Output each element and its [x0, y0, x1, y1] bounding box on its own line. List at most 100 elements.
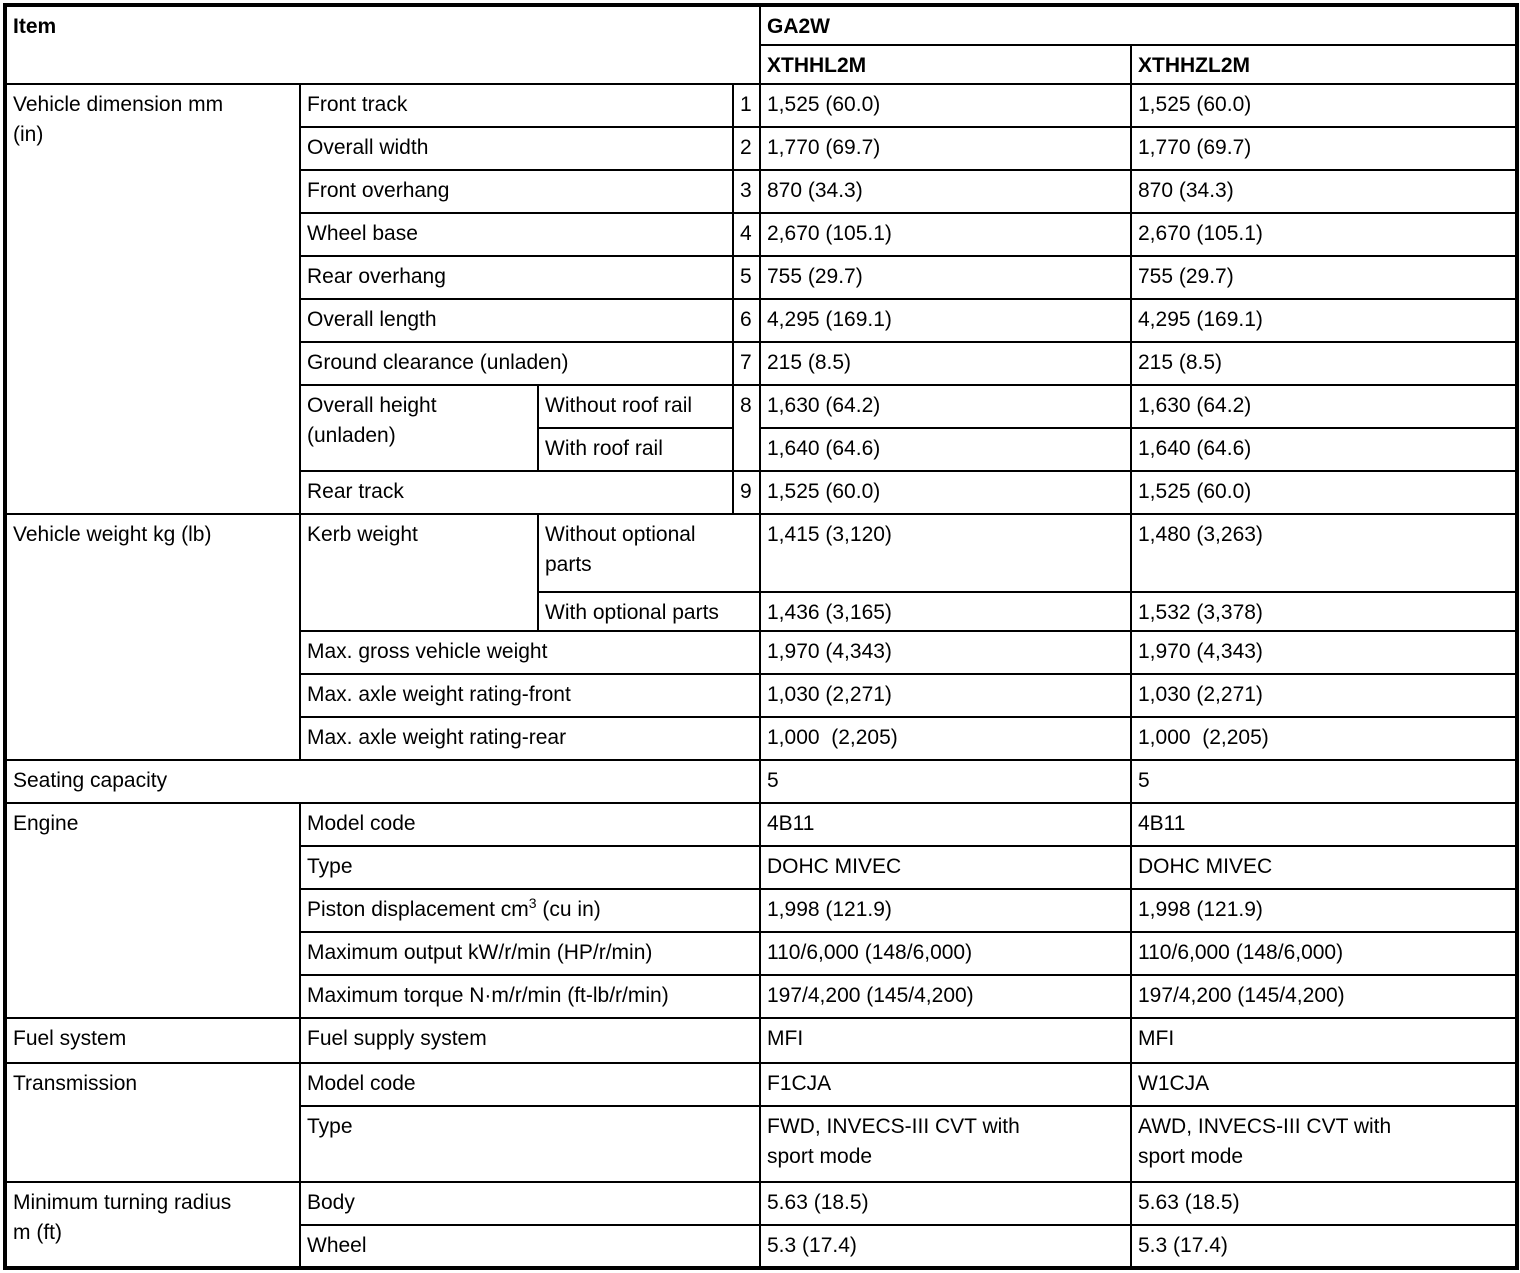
section-turning-radius: Minimum turning radius m (ft) [4, 1181, 301, 1269]
value-xthhl2m: 2,670 (105.1) [759, 212, 1132, 257]
value-xthhzl2m: 197/4,200 (145/4,200) [1130, 974, 1518, 1019]
section-engine: Engine [4, 802, 301, 1019]
row-label-front-overhang: Front overhang [299, 169, 734, 214]
row-number: 6 [732, 298, 761, 343]
row-label-ground-clearance: Ground clearance (unladen) [299, 341, 734, 386]
value-xthhl2m: 1,998 (121.9) [759, 888, 1132, 933]
value-line: AWD, INVECS-III CVT with [1138, 1115, 1392, 1138]
value-xthhzl2m: 1,030 (2,271) [1130, 673, 1518, 718]
section-vehicle-weight: Vehicle weight kg (lb) [4, 513, 301, 761]
row-label-with-roof-rail: With roof rail [537, 427, 734, 472]
value-xthhzl2m: 1,480 (3,263) [1130, 513, 1518, 593]
value-xthhzl2m: DOHC MIVEC [1130, 845, 1518, 890]
row-number: 4 [732, 212, 761, 257]
row-number: 5 [732, 255, 761, 300]
value-xthhzl2m: MFI [1130, 1017, 1518, 1064]
value-xthhl2m: F1CJA [759, 1062, 1132, 1107]
row-label-transmission-model-code: Model code [299, 1062, 761, 1107]
value-line: FWD, INVECS-III CVT with [767, 1115, 1020, 1138]
section-label-line: Vehicle dimension mm [13, 93, 224, 116]
value-xthhzl2m: 1,532 (3,378) [1130, 591, 1518, 632]
value-xthhzl2m: 215 (8.5) [1130, 341, 1518, 386]
variant-header-xthhzl2m: XTHHZL2M [1130, 44, 1518, 85]
value-xthhl2m: 870 (34.3) [759, 169, 1132, 214]
value-xthhl2m: 1,525 (60.0) [759, 83, 1132, 128]
value-xthhl2m: FWD, INVECS-III CVT with sport mode [759, 1105, 1132, 1183]
value-xthhzl2m: 1,970 (4,343) [1130, 630, 1518, 675]
row-label-front-track: Front track [299, 83, 734, 128]
row-number: 9 [732, 470, 761, 515]
row-label-rear-track: Rear track [299, 470, 734, 515]
section-fuel-system: Fuel system [4, 1017, 301, 1064]
value-xthhzl2m: 1,525 (60.0) [1130, 83, 1518, 128]
row-label-engine-model-code: Model code [299, 802, 761, 847]
superscript-3: 3 [528, 895, 537, 911]
row-label-overall-length: Overall length [299, 298, 734, 343]
value-xthhl2m: 215 (8.5) [759, 341, 1132, 386]
value-xthhl2m: 1,000 (2,205) [759, 716, 1132, 761]
row-label-line: parts [545, 553, 592, 576]
row-number: 3 [732, 169, 761, 214]
row-label-line: Overall height [307, 394, 437, 417]
item-header: Item [4, 4, 761, 85]
row-label-engine-type: Type [299, 845, 761, 890]
value-xthhzl2m: 2,670 (105.1) [1130, 212, 1518, 257]
row-label-max-gross-vehicle-weight: Max. gross vehicle weight [299, 630, 761, 675]
row-label-with-optional-parts: With optional parts [537, 591, 761, 632]
value-xthhzl2m: 5.3 (17.4) [1130, 1224, 1518, 1269]
section-vehicle-dimension: Vehicle dimension mm (in) [4, 83, 301, 515]
value-xthhl2m: MFI [759, 1017, 1132, 1064]
row-label-without-roof-rail: Without roof rail [537, 384, 734, 429]
value-xthhzl2m: 870 (34.3) [1130, 169, 1518, 214]
row-label-turning-body: Body [299, 1181, 761, 1226]
value-xthhl2m: 1,640 (64.6) [759, 427, 1132, 472]
value-xthhl2m: 197/4,200 (145/4,200) [759, 974, 1132, 1019]
value-xthhzl2m: 5 [1130, 759, 1518, 804]
value-xthhl2m: 110/6,000 (148/6,000) [759, 931, 1132, 976]
value-xthhl2m: 5.3 (17.4) [759, 1224, 1132, 1269]
row-number: 2 [732, 126, 761, 171]
row-label-maximum-torque: Maximum torque N·m/r/min (ft-lb/r/min) [299, 974, 761, 1019]
row-label-part: Piston displacement cm [307, 898, 529, 921]
value-xthhl2m: 1,770 (69.7) [759, 126, 1132, 171]
value-line: sport mode [1138, 1145, 1244, 1168]
value-xthhl2m: 5.63 (18.5) [759, 1181, 1132, 1226]
value-xthhl2m: 1,970 (4,343) [759, 630, 1132, 675]
value-xthhl2m: 1,030 (2,271) [759, 673, 1132, 718]
value-xthhl2m: 5 [759, 759, 1132, 804]
section-label-line: (in) [13, 123, 44, 146]
row-number: 1 [732, 83, 761, 128]
row-label-fuel-supply-system: Fuel supply system [299, 1017, 761, 1064]
value-xthhl2m: 755 (29.7) [759, 255, 1132, 300]
model-group-header: GA2W [759, 4, 1518, 46]
value-xthhzl2m: 5.63 (18.5) [1130, 1181, 1518, 1226]
value-xthhl2m: DOHC MIVEC [759, 845, 1132, 890]
value-xthhzl2m: 1,630 (64.2) [1130, 384, 1518, 429]
row-label-line: Without optional [545, 523, 696, 546]
row-label-max-axle-weight-rear: Max. axle weight rating-rear [299, 716, 761, 761]
value-xthhl2m: 4B11 [759, 802, 1132, 847]
row-label-maximum-output: Maximum output kW/r/min (HP/r/min) [299, 931, 761, 976]
row-label-without-optional-parts: Without optional parts [537, 513, 761, 593]
value-xthhzl2m: 4B11 [1130, 802, 1518, 847]
row-number: 8 [732, 384, 761, 472]
section-seating-capacity: Seating capacity [4, 759, 761, 804]
value-xthhl2m: 1,415 (3,120) [759, 513, 1132, 593]
value-xthhzl2m: AWD, INVECS-III CVT with sport mode [1130, 1105, 1518, 1183]
row-label-kerb-weight: Kerb weight [299, 513, 539, 632]
section-label-line: m (ft) [13, 1221, 62, 1244]
value-xthhl2m: 4,295 (169.1) [759, 298, 1132, 343]
row-label-overall-width: Overall width [299, 126, 734, 171]
row-label-line: (unladen) [307, 424, 396, 447]
row-label-piston-displacement: Piston displacement cm3 (cu in) [299, 888, 761, 933]
value-xthhzl2m: W1CJA [1130, 1062, 1518, 1107]
section-label-line: Minimum turning radius [13, 1191, 232, 1214]
value-line: sport mode [767, 1145, 873, 1168]
row-label-wheel-base: Wheel base [299, 212, 734, 257]
value-xthhzl2m: 1,770 (69.7) [1130, 126, 1518, 171]
row-label-overall-height: Overall height (unladen) [299, 384, 539, 472]
variant-header-xthhl2m: XTHHL2M [759, 44, 1132, 85]
value-xthhzl2m: 755 (29.7) [1130, 255, 1518, 300]
value-xthhzl2m: 4,295 (169.1) [1130, 298, 1518, 343]
row-label-turning-wheel: Wheel [299, 1224, 761, 1269]
